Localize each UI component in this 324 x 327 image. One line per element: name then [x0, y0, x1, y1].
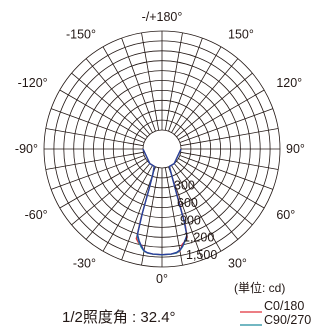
legend-label-c90-270: C90/270 [264, 313, 311, 327]
grid-spoke [71, 160, 148, 226]
grid-spoke [173, 163, 239, 240]
grid-spoke [178, 158, 265, 209]
radial-tick-labels: 300 600 900 1,200 1,500 [174, 178, 217, 262]
grid-spoke [141, 32, 160, 131]
angle-label: -90° [15, 142, 38, 156]
angle-label: -60° [25, 208, 48, 222]
grid-spoke [71, 72, 148, 138]
grid-spoke [164, 167, 183, 266]
legend: C0/180 C90/270 [240, 299, 311, 327]
radial-tick-label: 600 [177, 196, 198, 210]
polar-grid [43, 30, 281, 268]
grid-spoke [171, 165, 222, 252]
grid-spoke [179, 155, 274, 190]
angle-label: -150° [66, 28, 96, 42]
grid-spoke [141, 167, 160, 266]
grid-spoke [85, 58, 151, 135]
grid-spoke [178, 89, 265, 140]
grid-spoke [85, 163, 151, 240]
grid-spoke [180, 151, 279, 170]
grid-spoke [102, 165, 153, 252]
grid-spoke [102, 46, 153, 133]
grid-spoke [164, 32, 183, 131]
series-line-unnamed-2 [136, 148, 188, 256]
series-curves [135, 148, 188, 256]
angle-labels: 0° 30° 60° 90° 120° 150° -/+180° -150° -120° -90°… [15, 10, 305, 286]
grid-spoke [50, 108, 145, 143]
angle-label: 90° [286, 142, 305, 156]
grid-spoke [121, 166, 156, 261]
grid-spoke [176, 160, 253, 226]
grid-spoke [171, 46, 222, 133]
angle-label: 60° [276, 208, 295, 222]
radial-tick-label: 1,200 [183, 231, 214, 245]
angle-label: -30° [73, 256, 96, 270]
grid-spoke [59, 89, 146, 140]
radial-tick-label: 300 [174, 178, 195, 192]
grid-spoke [50, 155, 145, 190]
angle-label: -120° [18, 76, 48, 90]
angle-label: 30° [228, 256, 247, 270]
radial-tick-label: 1,500 [186, 248, 217, 262]
grid-spoke [173, 58, 239, 135]
grid-spoke [121, 37, 156, 132]
grid-spoke [180, 128, 279, 147]
grid-spoke [168, 37, 203, 132]
angle-label: 0° [156, 272, 168, 286]
grid-spoke [176, 72, 253, 138]
legend-label-c0-180: C0/180 [264, 299, 304, 313]
angle-label: 150° [228, 28, 254, 42]
grid-spoke [59, 158, 146, 209]
half-angle-annotation: 1/2照度角 : 32.4° [62, 309, 176, 326]
grid-spoke [45, 128, 144, 147]
radial-tick-label: 900 [180, 213, 201, 227]
unit-label: (単位: cd) [234, 280, 285, 295]
angle-label: 120° [276, 76, 302, 90]
angle-label: -/+180° [142, 10, 183, 24]
grid-spoke [45, 151, 144, 170]
grid-spoke [179, 108, 274, 143]
